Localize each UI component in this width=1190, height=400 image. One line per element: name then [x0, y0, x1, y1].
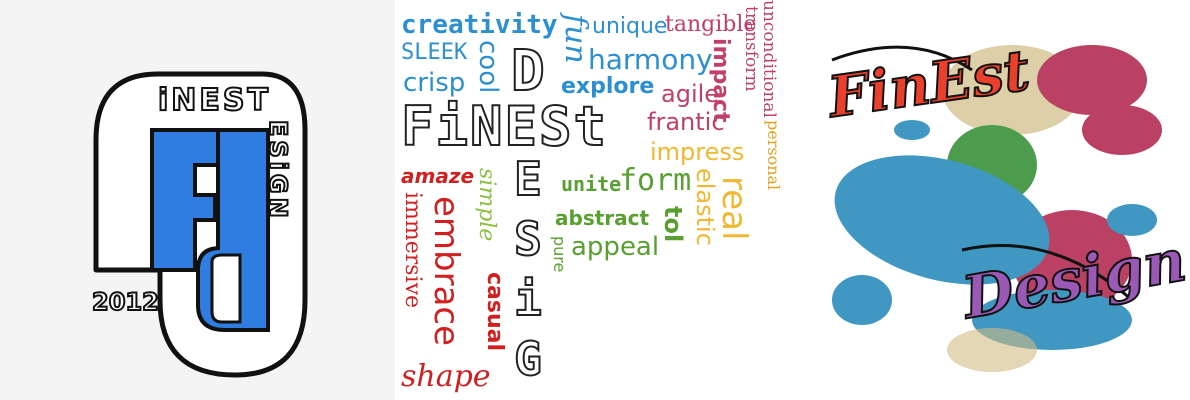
- word-explore: explore: [561, 74, 655, 99]
- splash-panel: FinEst Design: [792, 0, 1190, 400]
- big-letter-d: D: [510, 39, 547, 104]
- word-appeal: appeal: [571, 232, 660, 262]
- word-agile: agile: [661, 80, 720, 108]
- word-shape: shape: [401, 359, 491, 394]
- word-sleek: SLEEK: [401, 40, 468, 65]
- word-real: real: [714, 176, 754, 241]
- word-immersive: immersive: [400, 192, 425, 309]
- word-transform: transform: [741, 6, 761, 92]
- word-unique: unique: [592, 14, 668, 39]
- word-amaze: amaze: [401, 164, 475, 188]
- logo-year: 2012: [91, 288, 160, 316]
- word-impress: impress: [650, 138, 745, 166]
- word-unite: unite: [561, 172, 622, 196]
- wordcloud-panel: creativity fun unique tangible unconditi…: [395, 0, 792, 400]
- word-pure: pure: [550, 236, 569, 273]
- word-tangible: tangible: [665, 12, 757, 37]
- word-crisp: crisp: [403, 68, 466, 98]
- word-embrace: embrace: [426, 196, 466, 347]
- word-abstract: abstract: [555, 206, 650, 230]
- logo-word-top: iNEST: [157, 83, 271, 118]
- big-word-finest: FiNESt: [400, 95, 609, 158]
- word-cool: cool: [473, 40, 503, 94]
- word-tol: tol: [659, 206, 687, 243]
- word-personal: personal: [764, 120, 783, 191]
- word-casual: casual: [482, 272, 507, 352]
- logo-word-side: ESiGN: [263, 119, 293, 223]
- word-fun: fun: [558, 14, 593, 64]
- word-frantic: frantic: [647, 108, 725, 136]
- paint-splash-graphic: [831, 45, 1162, 372]
- word-unconditional: unconditional: [759, 0, 779, 118]
- fd-logo-graphic: [93, 71, 308, 378]
- word-creativity: creativity: [401, 10, 558, 40]
- word-form: form: [619, 163, 692, 198]
- big-word-design: ESiGN: [500, 151, 556, 400]
- logo-panel-1: iNEST ESiGN 2012: [0, 0, 395, 400]
- word-harmony: harmony: [588, 43, 713, 76]
- word-simple: simple: [474, 168, 499, 242]
